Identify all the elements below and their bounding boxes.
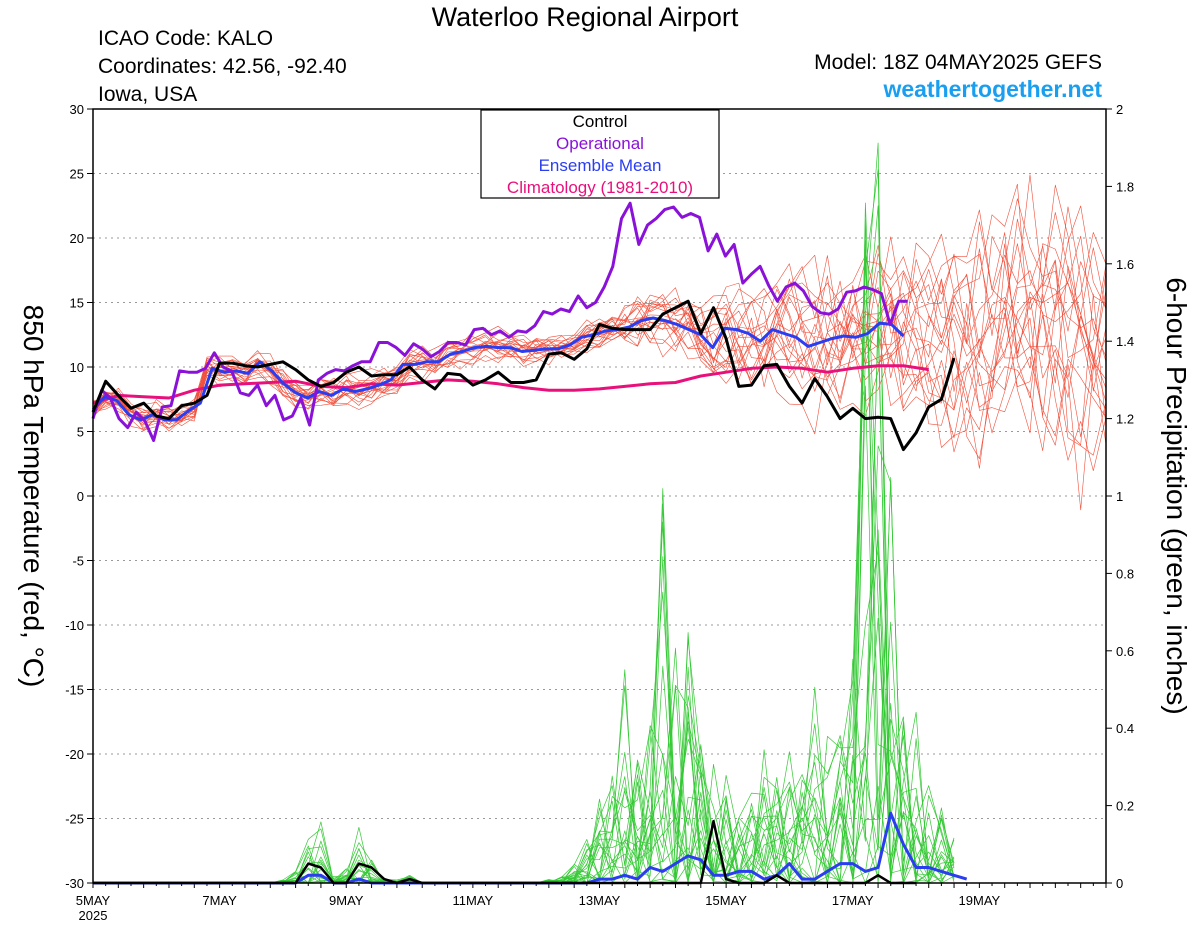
ensemble-mean-line: [91, 316, 905, 422]
y2-tick-label: 1: [1116, 489, 1123, 504]
y2-tick-label: 1.6: [1116, 257, 1134, 272]
y-tick-label: -5: [72, 554, 84, 569]
y2-tick-label: 1.4: [1116, 334, 1134, 349]
x-tick-label: 13MAY: [579, 893, 621, 908]
x-tick-label: 5MAY: [76, 893, 111, 908]
legend-entry: Climatology (1981-2010): [507, 178, 693, 197]
y-tick-label: -10: [65, 618, 84, 633]
y2-tick-label: 1.8: [1116, 179, 1134, 194]
y-tick-label: 10: [70, 360, 84, 375]
y-tick-label: -15: [65, 683, 84, 698]
y-tick-label: 25: [70, 167, 84, 182]
legend-entry: Ensemble Mean: [539, 156, 662, 175]
legend-entry: Operational: [556, 134, 644, 153]
model-run: Model: 18Z 04MAY2025 GEFS: [814, 51, 1102, 74]
y-tick-label: 5: [77, 425, 84, 440]
x-tick-label: 7MAY: [202, 893, 237, 908]
y-tick-label: 20: [70, 231, 84, 246]
region: Iowa, USA: [98, 83, 198, 106]
member-temp-line: [92, 288, 1107, 448]
x-tick-sublabel: 2025: [79, 908, 108, 923]
y2-tick-label: 0.4: [1116, 721, 1134, 736]
x-tick-label: 17MAY: [832, 893, 874, 908]
y-tick-label: 0: [77, 489, 84, 504]
icao-code: ICAO Code: KALO: [98, 27, 274, 50]
member-temp-line: [92, 278, 1107, 471]
member-temp-line: [92, 273, 1107, 426]
y2-tick-label: 0.2: [1116, 799, 1134, 814]
operational-line: [91, 201, 908, 442]
x-tick-label: 9MAY: [329, 893, 364, 908]
chart-title: Waterloo Regional Airport: [431, 2, 739, 32]
site-link[interactable]: weathertogether.net: [883, 76, 1102, 102]
y2-tick-label: 0.8: [1116, 566, 1134, 581]
y2-tick-label: 0: [1116, 876, 1123, 891]
y2-tick-label: 0.6: [1116, 644, 1134, 659]
legend-entry: Control: [573, 112, 628, 131]
y-tick-label: -30: [65, 876, 84, 891]
y-tick-label: -20: [65, 747, 84, 762]
y-tick-label: 30: [70, 102, 84, 117]
y2-tick-label: 1.2: [1116, 412, 1134, 427]
y-tick-label: -25: [65, 812, 84, 827]
control-line: [91, 299, 956, 452]
coordinates: Coordinates: 42.56, -92.40: [98, 55, 347, 78]
climatology-line: [92, 364, 929, 405]
x-tick-label: 11MAY: [453, 893, 494, 908]
member-temp-line: [92, 209, 1107, 432]
x-tick-label: 19MAY: [959, 893, 1001, 908]
x-tick-label: 15MAY: [705, 893, 747, 908]
legend-box: [480, 109, 720, 199]
plot-frame: [92, 108, 1107, 884]
y-tick-label: 15: [70, 296, 84, 311]
y2-tick-label: 2: [1116, 102, 1123, 117]
